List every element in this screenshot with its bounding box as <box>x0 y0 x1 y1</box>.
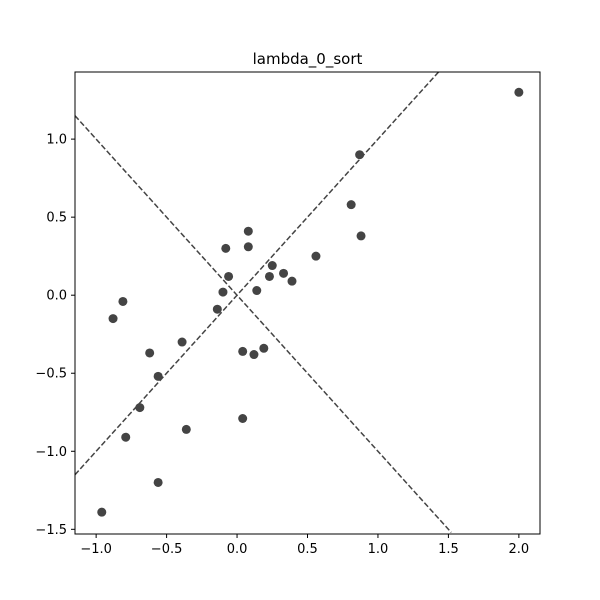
data-point <box>135 403 145 413</box>
data-point <box>238 414 248 423</box>
x-tick-label: −0.5 <box>151 542 183 557</box>
y-tick-label: −1.5 <box>35 523 67 538</box>
y-tick-label: −0.5 <box>35 367 67 382</box>
data-point <box>287 276 297 286</box>
x-axis: −1.0 −0.5 0.0 0.5 1.0 1.5 2.0 <box>80 534 529 557</box>
data-point <box>243 242 253 252</box>
data-point <box>108 314 118 324</box>
data-point <box>514 87 524 97</box>
y-tick-label: 1.0 <box>46 133 67 148</box>
data-point <box>212 304 222 314</box>
dashed-line-1 <box>75 72 440 476</box>
x-tick-label: 2.0 <box>509 542 530 557</box>
data-point <box>238 346 248 356</box>
data-points <box>97 87 524 517</box>
data-point <box>224 271 234 281</box>
data-point <box>97 507 107 517</box>
data-point <box>218 287 228 297</box>
data-point <box>279 268 289 278</box>
data-point <box>355 150 365 160</box>
y-axis: −1.5 −1.0 −0.5 0.0 0.5 1.0 <box>35 133 75 538</box>
data-point <box>145 348 155 358</box>
y-tick-label: −1.0 <box>35 445 67 460</box>
data-point <box>121 432 131 442</box>
y-tick-label: 0.0 <box>46 289 67 304</box>
data-point <box>249 350 259 360</box>
chart-title: lambda_0_sort <box>253 50 363 69</box>
x-tick-label: −1.0 <box>80 542 112 557</box>
x-tick-label: 0.5 <box>297 542 318 557</box>
x-tick-label: 1.5 <box>438 542 459 557</box>
data-point <box>177 337 187 347</box>
data-point <box>311 251 321 261</box>
plot-frame <box>74 71 541 535</box>
data-point <box>267 261 277 271</box>
data-point <box>118 296 128 306</box>
data-point <box>356 231 366 241</box>
data-point <box>153 477 163 487</box>
x-tick-label: 1.0 <box>368 542 389 557</box>
data-point <box>264 271 274 281</box>
data-point <box>153 371 163 381</box>
x-tick-label: 0.0 <box>227 542 248 557</box>
data-point <box>252 286 262 296</box>
data-point <box>181 424 191 434</box>
data-point <box>243 226 253 236</box>
dashed-line-2 <box>75 115 452 533</box>
y-tick-label: 0.5 <box>46 211 67 226</box>
guide-lines <box>75 72 452 533</box>
data-point <box>259 343 269 353</box>
data-point <box>221 243 231 253</box>
data-point <box>346 200 356 210</box>
